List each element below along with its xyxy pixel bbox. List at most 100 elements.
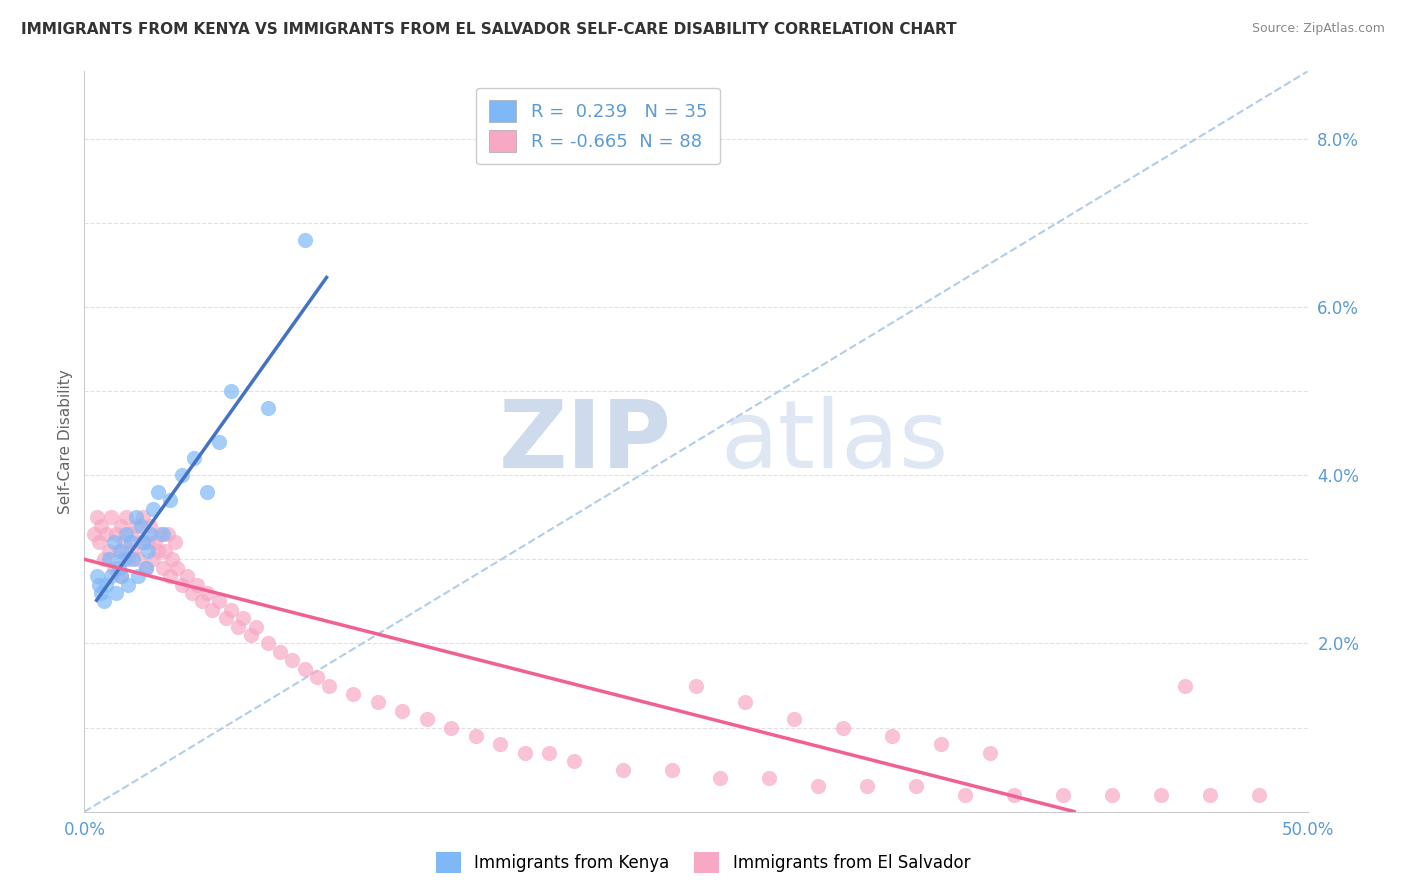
Point <box>132 510 155 524</box>
Point <box>115 527 138 541</box>
Point <box>90 518 112 533</box>
Point <box>117 552 139 566</box>
Text: ZIP: ZIP <box>499 395 672 488</box>
Point <box>440 721 463 735</box>
Point <box>129 535 152 549</box>
Point <box>139 527 162 541</box>
Point <box>142 552 165 566</box>
Point <box>152 560 174 574</box>
Point <box>93 552 115 566</box>
Point <box>139 518 162 533</box>
Legend: Immigrants from Kenya, Immigrants from El Salvador: Immigrants from Kenya, Immigrants from E… <box>429 846 977 880</box>
Point <box>1198 788 1220 802</box>
Point <box>1052 788 1074 802</box>
Point <box>1247 788 1270 802</box>
Point <box>132 535 155 549</box>
Point <box>661 763 683 777</box>
Point <box>856 780 879 794</box>
Point <box>758 771 780 785</box>
Point <box>146 544 169 558</box>
Point <box>136 544 159 558</box>
Point <box>953 788 976 802</box>
Point <box>181 586 204 600</box>
Point <box>159 569 181 583</box>
Point <box>100 510 122 524</box>
Text: atlas: atlas <box>720 395 949 488</box>
Point <box>219 384 242 398</box>
Point <box>191 594 214 608</box>
Point <box>219 603 242 617</box>
Point <box>176 569 198 583</box>
Point <box>183 451 205 466</box>
Point <box>228 619 250 633</box>
Legend: R =  0.239   N = 35, R = -0.665  N = 88: R = 0.239 N = 35, R = -0.665 N = 88 <box>477 87 720 164</box>
Point <box>107 544 129 558</box>
Point <box>93 594 115 608</box>
Point <box>685 679 707 693</box>
Point <box>112 535 135 549</box>
Point <box>200 603 222 617</box>
Point <box>105 527 128 541</box>
Point <box>97 544 120 558</box>
Point <box>929 738 952 752</box>
Point <box>135 560 157 574</box>
Point <box>269 645 291 659</box>
Point <box>142 501 165 516</box>
Point <box>232 611 254 625</box>
Point <box>87 535 110 549</box>
Point <box>342 687 364 701</box>
Point <box>831 721 853 735</box>
Point <box>86 569 108 583</box>
Point <box>146 485 169 500</box>
Point <box>783 712 806 726</box>
Point <box>115 510 138 524</box>
Point <box>281 653 304 667</box>
Point <box>96 527 118 541</box>
Point <box>305 670 328 684</box>
Y-axis label: Self-Care Disability: Self-Care Disability <box>58 369 73 514</box>
Text: Source: ZipAtlas.com: Source: ZipAtlas.com <box>1251 22 1385 36</box>
Point <box>143 535 166 549</box>
Point <box>96 577 118 591</box>
Point <box>1174 679 1197 693</box>
Point <box>129 518 152 533</box>
Point <box>318 679 340 693</box>
Point <box>110 569 132 583</box>
Point <box>90 586 112 600</box>
Point <box>245 619 267 633</box>
Point <box>562 754 585 768</box>
Point <box>294 662 316 676</box>
Point <box>87 577 110 591</box>
Point <box>107 560 129 574</box>
Point <box>239 628 262 642</box>
Point <box>391 704 413 718</box>
Point <box>166 560 188 574</box>
Point <box>97 552 120 566</box>
Point <box>513 746 536 760</box>
Point <box>103 560 125 574</box>
Point <box>172 468 194 483</box>
Point <box>257 636 280 650</box>
Point <box>125 518 148 533</box>
Point <box>163 535 186 549</box>
Point <box>136 535 159 549</box>
Point <box>367 695 389 709</box>
Point <box>105 586 128 600</box>
Point <box>159 493 181 508</box>
Point <box>979 746 1001 760</box>
Point <box>880 729 903 743</box>
Point <box>1150 788 1173 802</box>
Point <box>127 569 149 583</box>
Point <box>489 738 512 752</box>
Point <box>152 527 174 541</box>
Point <box>127 552 149 566</box>
Point <box>257 401 280 415</box>
Point <box>103 535 125 549</box>
Point <box>464 729 486 743</box>
Point <box>83 527 105 541</box>
Point <box>156 527 179 541</box>
Point <box>807 780 830 794</box>
Point <box>120 527 142 541</box>
Point <box>112 552 135 566</box>
Point <box>905 780 928 794</box>
